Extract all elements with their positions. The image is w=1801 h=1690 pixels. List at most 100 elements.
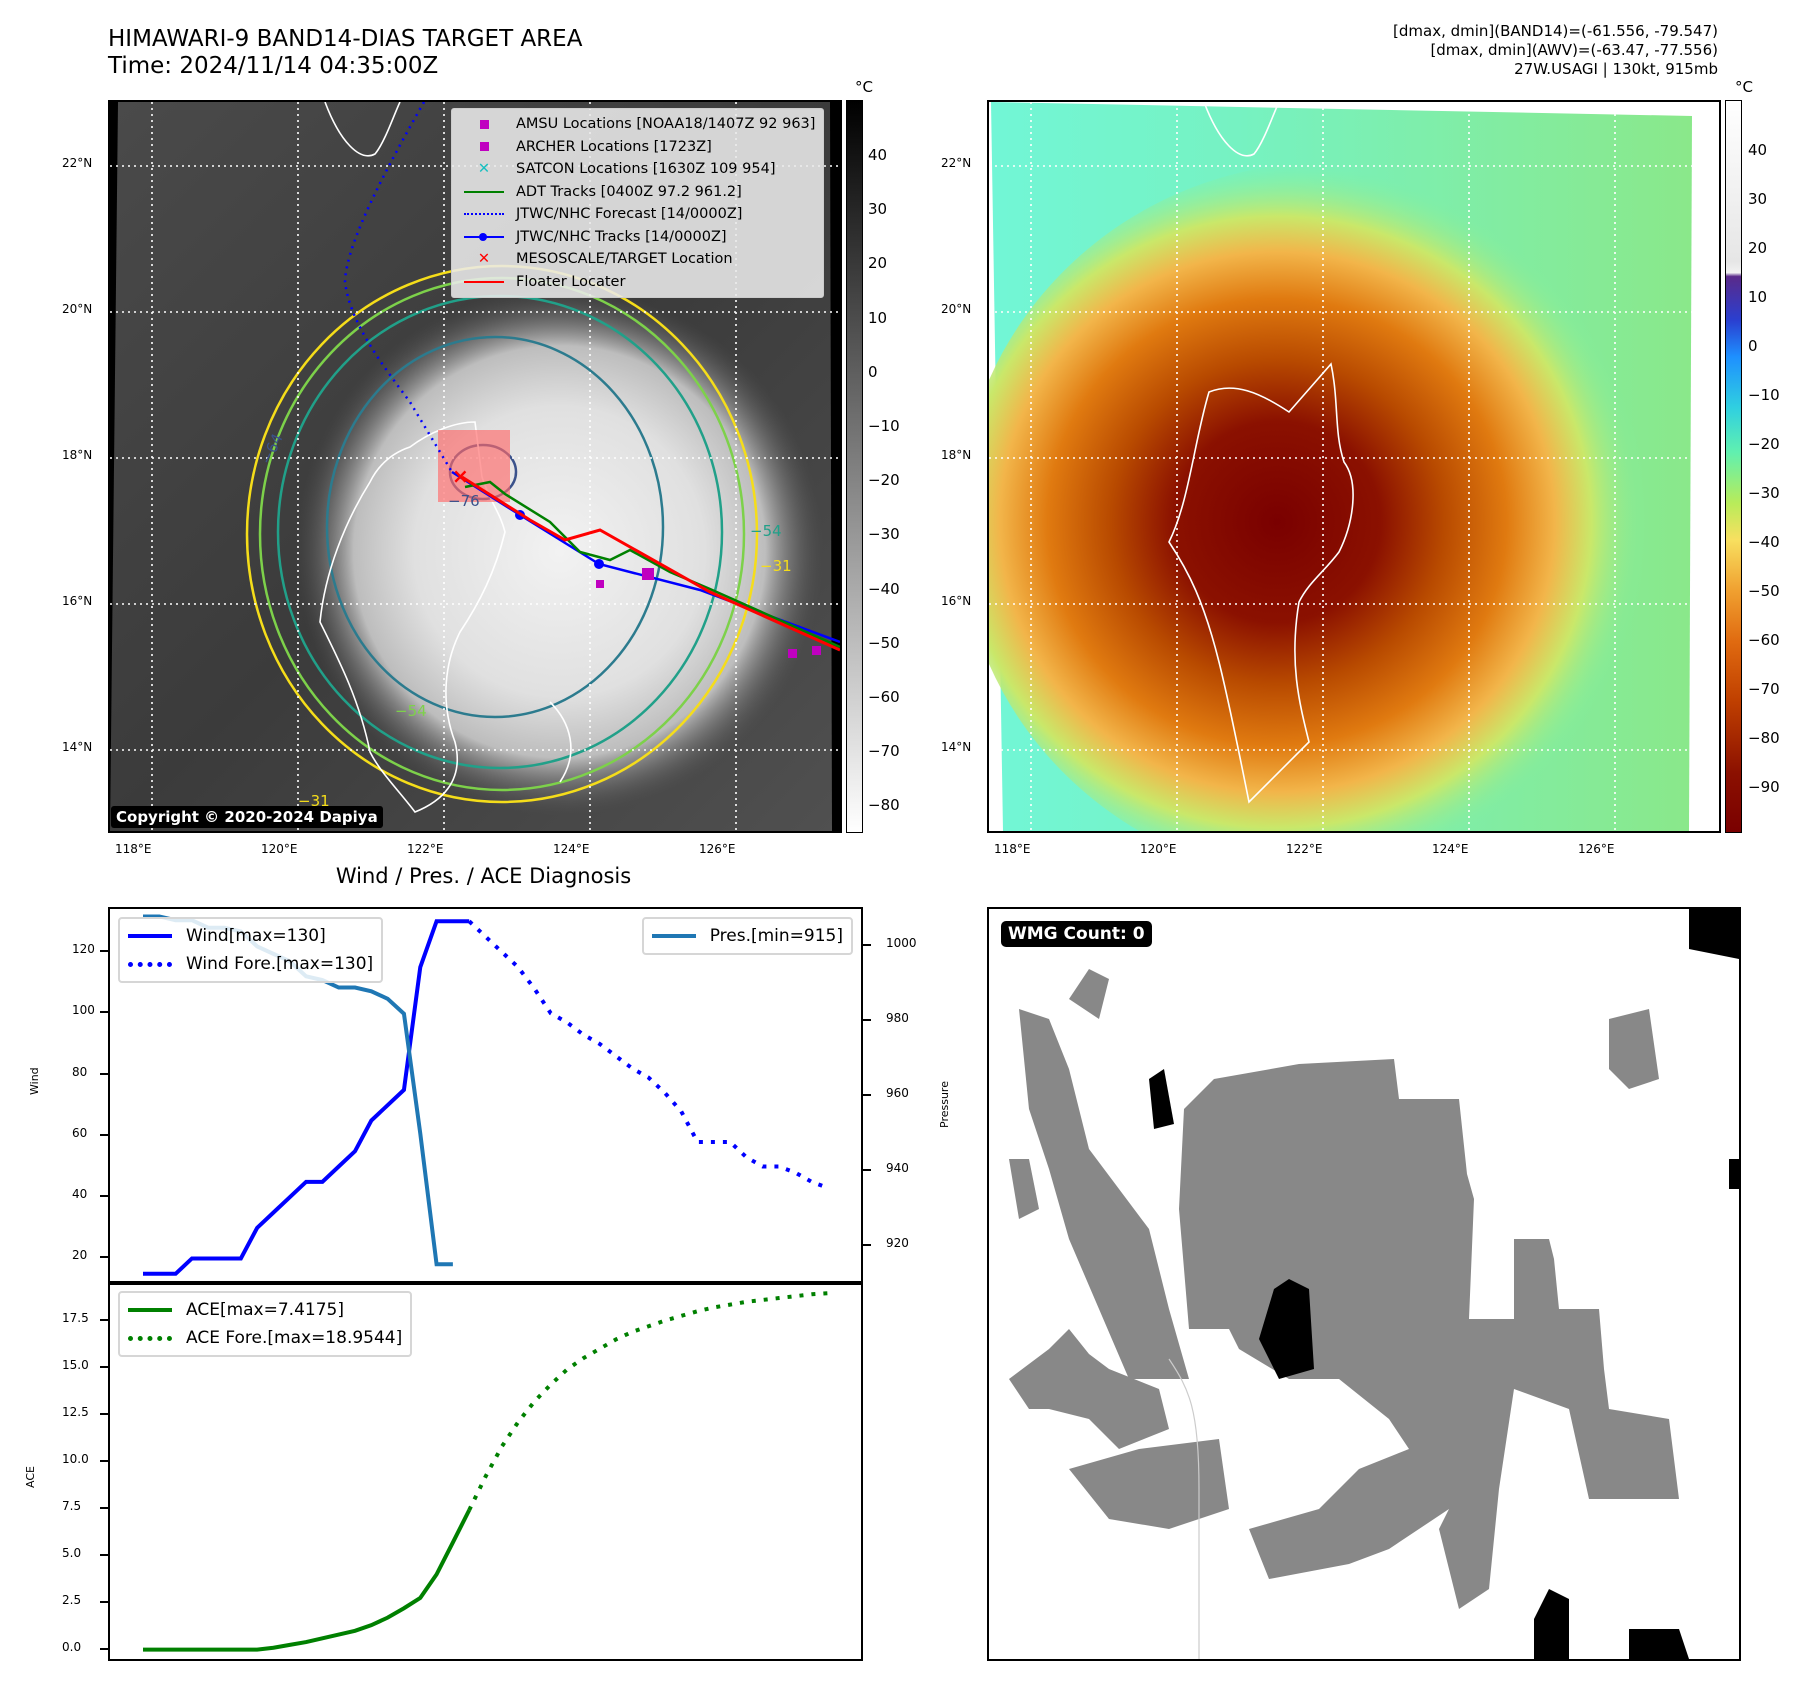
luzon-coastline <box>319 421 506 813</box>
legend-item-archer: ARCHER Locations [1723Z] <box>460 136 815 159</box>
colorbar-tick-label: −10 <box>1748 386 1780 404</box>
legend-item-ace-forecast: ACE Fore.[max=18.9544] <box>128 1324 402 1352</box>
ace-tick-label: 2.5 <box>62 1592 82 1607</box>
colorbar-tick-label: −70 <box>868 742 900 761</box>
target-x-marker: × <box>452 464 469 488</box>
colorbar-tick-label: −40 <box>1748 533 1780 551</box>
tick-mark <box>100 1506 108 1509</box>
square-marker-icon <box>460 142 508 152</box>
tick-mark <box>100 1412 108 1415</box>
lon-tick-label: 120°E <box>1140 842 1177 856</box>
awv-map-panel <box>987 100 1721 833</box>
solid-line-icon <box>460 280 508 283</box>
solid-line-icon <box>460 190 508 193</box>
pressure-legend: Pres.[min=915] <box>641 917 853 955</box>
colorbar-tick-label: −80 <box>868 796 900 815</box>
colorbar-tick-label: 0 <box>868 362 878 381</box>
series-line-0 <box>143 919 470 1276</box>
tick-mark <box>100 1256 108 1259</box>
title-time: Time: 2024/11/14 04:35:00Z <box>108 53 439 79</box>
legend-item-satcon: ✕ SATCON Locations [1630Z 109 954] <box>460 158 815 181</box>
wind-axis-label: Wind <box>28 1067 41 1095</box>
contour-label: −54 <box>395 702 427 720</box>
lat-tick-label: 22°N <box>62 156 93 170</box>
tick-mark <box>863 944 871 947</box>
dotted-line-icon <box>128 1335 172 1341</box>
ace-series-line-0 <box>143 1509 471 1652</box>
wmg-map <box>1009 909 1739 1659</box>
colorbar-tick-label: −50 <box>1748 582 1780 600</box>
amsu-marker <box>812 646 821 655</box>
colorbar-tick-label: −70 <box>1748 680 1780 698</box>
colorbar-tick-label: −90 <box>1748 778 1780 796</box>
colorbar-tick-label: 10 <box>1748 288 1768 306</box>
legend-label: Wind Fore.[max=130] <box>186 954 374 974</box>
lat-tick-label: 16°N <box>941 594 972 608</box>
legend-label: Pres.[min=915] <box>709 926 843 946</box>
square-marker-icon <box>460 119 508 129</box>
lon-tick-label: 122°E <box>407 842 444 856</box>
lon-tick-label: 120°E <box>261 842 298 856</box>
tick-mark <box>100 1133 108 1136</box>
legend-item-pressure: Pres.[min=915] <box>651 922 843 950</box>
legend-item-ace: ACE[max=7.4175] <box>128 1296 402 1324</box>
tick-mark <box>863 1168 871 1171</box>
coastline-wmg <box>1168 1358 1200 1659</box>
jtwc-track-point <box>594 559 604 569</box>
legend-label: Wind[max=130] <box>186 926 326 946</box>
colorbar-tick-label: 40 <box>1748 141 1768 159</box>
solid-line-icon <box>128 934 172 938</box>
wind-tick-label: 40 <box>72 1187 88 1202</box>
tick-mark <box>100 1600 108 1603</box>
copyright-badge: Copyright © 2020-2024 Dapiya <box>111 806 383 828</box>
lat-tick-label: 18°N <box>62 448 93 462</box>
tick-mark <box>100 1365 108 1368</box>
awv-map <box>989 102 1719 831</box>
tick-mark <box>863 1019 871 1022</box>
no-data-wedge <box>110 102 118 831</box>
amsu-marker <box>642 568 654 580</box>
legend-item-wind: Wind[max=130] <box>128 922 373 950</box>
pressure-tick-label: 960 <box>886 1086 909 1100</box>
ace-series-line-1 <box>467 1291 829 1512</box>
ace-tick-label: 5.0 <box>62 1545 82 1560</box>
colorbar-tick-label: 0 <box>1748 337 1758 355</box>
ir-colorbar-unit: °C <box>855 78 873 96</box>
wmg-gray-regions <box>1009 969 1679 1609</box>
ir-legend: AMSU Locations [NOAA18/1407Z 92 963] ARC… <box>451 108 825 298</box>
pressure-tick-label: 920 <box>886 1235 909 1250</box>
colorbar-tick-label: −50 <box>868 633 900 652</box>
archer-marker <box>596 580 604 588</box>
ace-tick-label: 10.0 <box>62 1451 89 1466</box>
legend-label: ADT Tracks [0400Z 97.2 961.2] <box>516 183 742 200</box>
wind-legend: Wind[max=130] Wind Fore.[max=130] <box>118 917 384 983</box>
pressure-axis-label: Pressure <box>938 1081 951 1128</box>
x-marker-icon: ✕ <box>477 161 491 178</box>
wind-tick-label: 120 <box>72 941 95 956</box>
ace-plot <box>143 1291 829 1652</box>
legend-item-forecast: JTWC/NHC Forecast [14/0000Z] <box>460 203 815 226</box>
tick-mark <box>100 949 108 952</box>
tick-mark <box>100 1195 108 1198</box>
jtwc-forecast-track <box>343 102 454 473</box>
tick-mark <box>100 1011 108 1014</box>
lat-tick-label: 20°N <box>941 302 972 316</box>
ace-tick-label: 17.5 <box>62 1310 89 1325</box>
colorbar-tick-label: −20 <box>868 471 900 490</box>
lon-tick-label: 118°E <box>115 842 152 856</box>
colorbar-tick-label: 20 <box>868 254 888 273</box>
storm-id: 27W.USAGI | 130kt, 915mb <box>1514 60 1718 78</box>
contour-label: −31 <box>760 557 792 575</box>
ace-chart: ACE[max=7.4175] ACE Fore.[max=18.9544] <box>108 1281 863 1661</box>
wmg-panel: WMG Count: 0 <box>987 907 1741 1661</box>
legend-label: AMSU Locations [NOAA18/1407Z 92 963] <box>516 116 816 133</box>
luzon-coastline-awv <box>1168 362 1354 804</box>
wind-tick-label: 100 <box>72 1003 95 1018</box>
wind-tick-label: 60 <box>72 1125 88 1140</box>
dotted-line-icon <box>128 961 172 967</box>
amsu-marker <box>788 649 797 658</box>
title-line-1: HIMAWARI-9 BAND14-DIAS TARGET AREA <box>108 26 583 52</box>
legend-item-target: ✕ MESOSCALE/TARGET Location <box>460 248 815 271</box>
tick-mark <box>863 1243 871 1246</box>
colorbar-tick-label: −40 <box>868 579 900 598</box>
